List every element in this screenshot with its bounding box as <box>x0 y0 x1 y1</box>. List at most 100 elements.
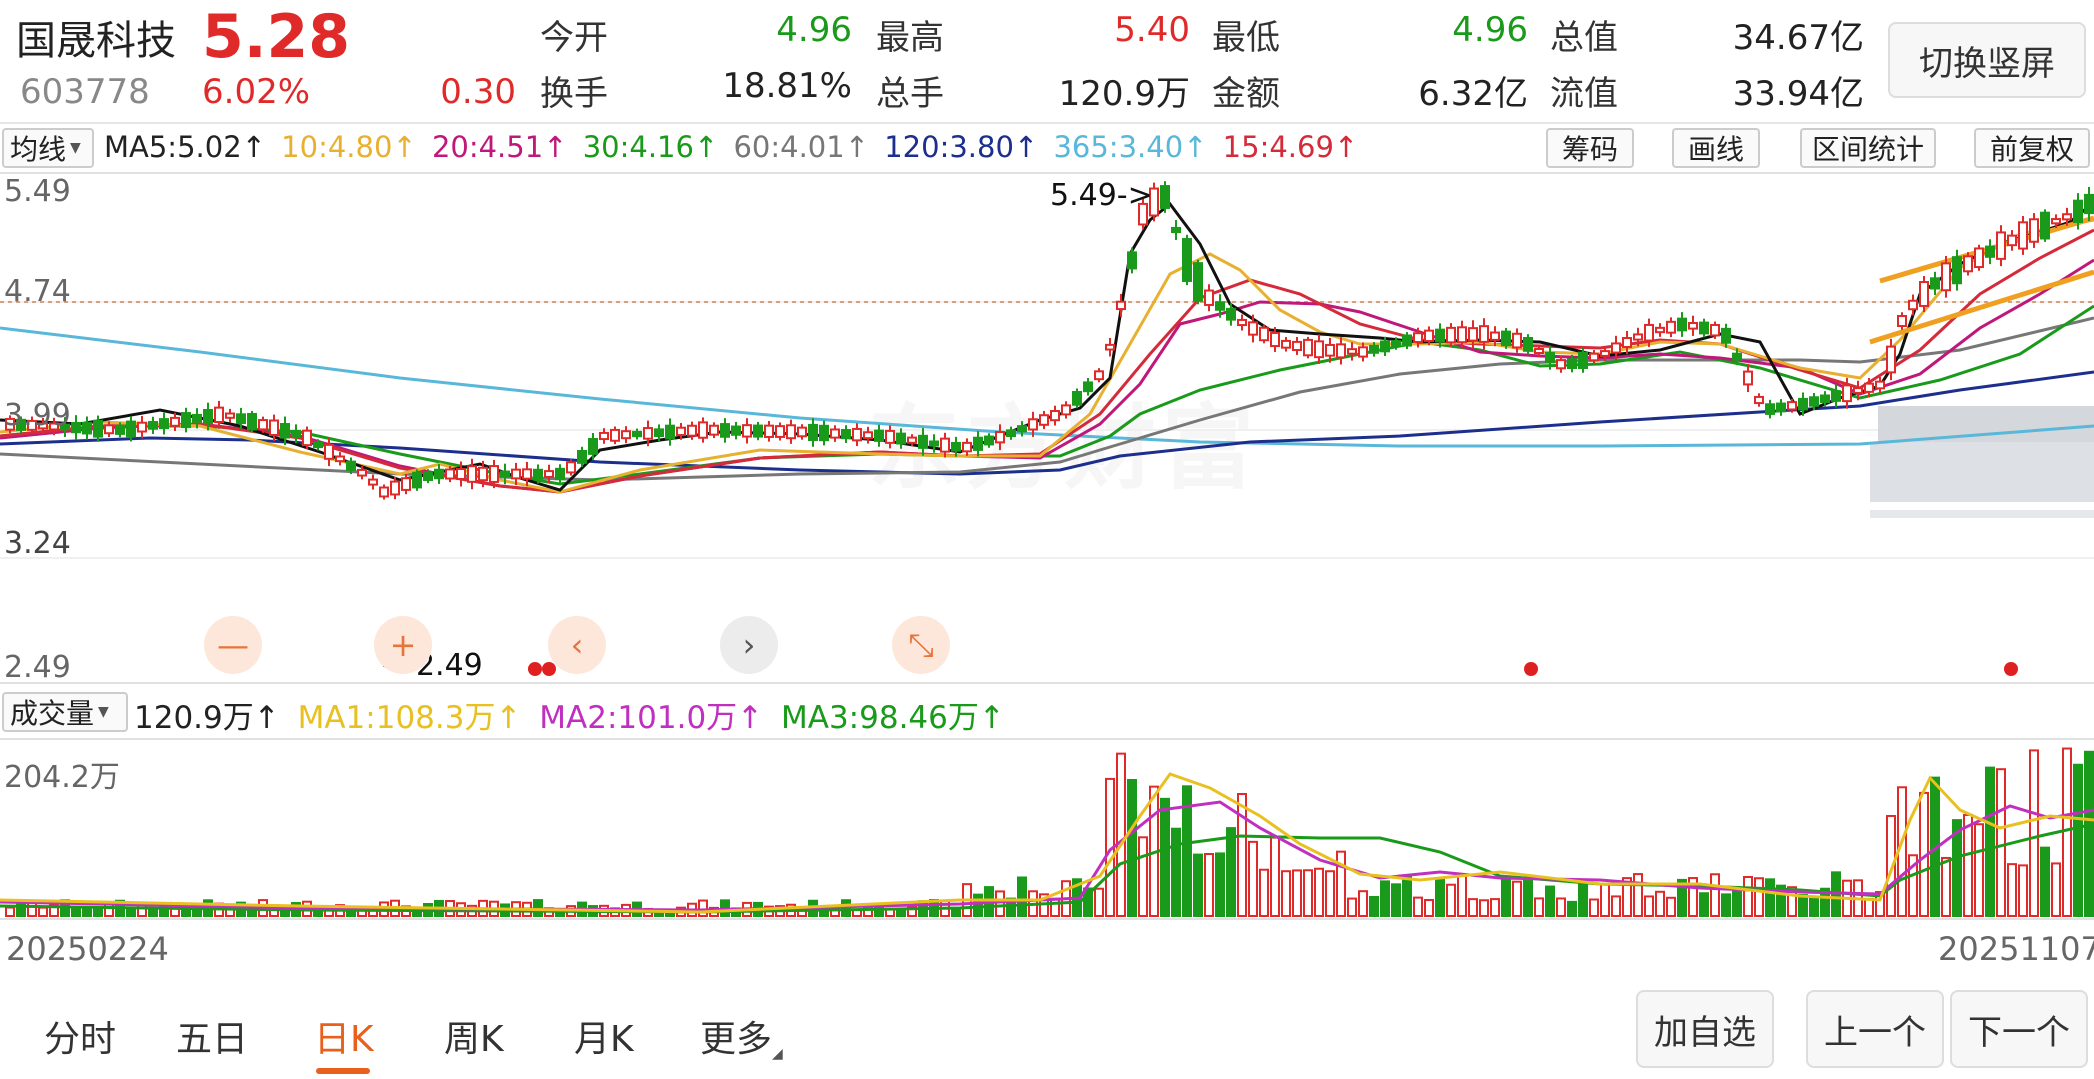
candle-body <box>1347 348 1357 355</box>
candle-body <box>1336 343 1346 359</box>
candle-body <box>1193 262 1203 302</box>
volume-bar <box>1237 792 1247 917</box>
candle-body <box>1226 307 1236 321</box>
tab-daily-k[interactable]: 日K <box>314 1019 374 1060</box>
candle-body <box>379 486 389 498</box>
candle-body <box>302 429 312 447</box>
candle-body <box>1259 326 1269 342</box>
candle-body <box>60 423 70 431</box>
chevron-left-icon: ‹ <box>570 626 584 664</box>
candle-body <box>1204 289 1214 306</box>
ma-value-365: 365:3.40↑ <box>1053 130 1208 164</box>
candle-body <box>148 421 158 430</box>
candle-body <box>1358 346 1368 358</box>
candle-body <box>1985 245 1995 258</box>
volume-bar <box>1226 827 1236 917</box>
volume-bar <box>2062 747 2072 917</box>
volume-bar <box>1985 766 1995 918</box>
collapse-button[interactable]: ⤡ <box>892 616 950 674</box>
volume-bar <box>1798 893 1808 917</box>
candle-body <box>907 436 917 444</box>
float-cap-value: 33.94亿 <box>1732 74 1864 114</box>
pan-left-button[interactable]: ‹ <box>548 616 606 674</box>
add-watchlist-button[interactable]: 加自选 <box>1636 990 1774 1068</box>
candle-body <box>1457 326 1467 344</box>
candle-body <box>1633 333 1643 341</box>
switch-portrait-button[interactable]: 切换竖屏 <box>1888 22 2086 98</box>
candle-body <box>1215 301 1225 311</box>
volume-ma-values: 120.9万↑ MA1:108.3万↑ MA2:101.0万↑ MA3:98.4… <box>134 692 1013 737</box>
ma-value-60: 60:4.01↑ <box>733 130 870 164</box>
candle-body <box>808 423 818 441</box>
amount-value: 6.32亿 <box>1418 74 1528 114</box>
event-marker[interactable] <box>542 662 556 676</box>
event-marker[interactable] <box>2004 662 2018 676</box>
ma30-line <box>0 304 2094 486</box>
volume-max-label: 204.2万 <box>4 760 120 795</box>
draw-line-button[interactable]: 画线 <box>1672 128 1760 168</box>
candle-body <box>533 468 543 480</box>
event-marker[interactable] <box>528 662 542 676</box>
candle-body <box>1369 344 1379 354</box>
candle-body <box>1116 300 1126 311</box>
tab-intraday[interactable]: 分时 <box>44 1019 117 1060</box>
volume-bar <box>1567 900 1577 917</box>
indicator-select[interactable]: 均线 ▼ <box>2 128 94 168</box>
volume-bar <box>1182 785 1192 917</box>
volume-bar <box>1688 877 1698 918</box>
candle-body <box>93 419 103 438</box>
candle-body <box>2051 218 2061 225</box>
volume-bar <box>1710 873 1720 917</box>
candle-body <box>1787 401 1797 411</box>
zoom-in-button[interactable]: + <box>374 616 432 674</box>
volume-ma2: MA2:101.0万↑ <box>539 700 764 736</box>
range-stats-button[interactable]: 区间统计 <box>1800 128 1936 168</box>
volume-bar <box>1732 886 1742 918</box>
volume-bar <box>1611 895 1621 918</box>
volume-bar <box>698 899 708 917</box>
volume-indicator-select[interactable]: 成交量 ▼ <box>2 692 128 732</box>
chips-button[interactable]: 筹码 <box>1546 128 1634 168</box>
candle-body <box>1413 332 1423 344</box>
next-stock-button[interactable]: 下一个 <box>1950 990 2088 1068</box>
candle-body <box>16 418 26 431</box>
candle-body <box>1182 238 1192 282</box>
event-marker[interactable] <box>1524 662 1538 676</box>
tab-monthly-k[interactable]: 月K <box>574 1019 634 1060</box>
volume-bar <box>1270 836 1280 917</box>
candle-body <box>951 441 961 452</box>
volume-bar <box>1512 880 1522 917</box>
market-cap-label: 总值 <box>1550 18 1618 58</box>
pan-right-button[interactable]: › <box>720 616 778 674</box>
ma-value-15: 15:4.69↑ <box>1222 130 1359 164</box>
volume-bar <box>2051 862 2061 917</box>
candle-body <box>1611 342 1621 354</box>
low-label: 最低 <box>1212 18 1280 58</box>
tab-five-day[interactable]: 五日 <box>176 1019 249 1060</box>
candle-body <box>467 465 477 483</box>
volume-bar <box>27 901 37 917</box>
tab-weekly-k[interactable]: 周K <box>444 1019 504 1060</box>
volume-bar <box>1248 840 1258 917</box>
adjust-mode-button[interactable]: 前复权 <box>1974 128 2090 168</box>
candle-body <box>610 428 620 442</box>
volume-bar <box>1996 768 2006 918</box>
previous-stock-button[interactable]: 上一个 <box>1806 990 1944 1068</box>
candle-body <box>104 424 114 435</box>
volume-bar <box>1193 853 1203 917</box>
volume-bar <box>1578 881 1588 917</box>
candle-body <box>1798 397 1808 411</box>
candle-body <box>489 465 499 483</box>
trend-line-lower <box>1869 269 2094 345</box>
volume-bar <box>1699 892 1709 918</box>
kline-chart[interactable]: 东方财富 5.49 4.74 3.99 3.24 2.49 5.49-> <-2… <box>0 172 2094 685</box>
candle-body <box>830 428 840 439</box>
zoom-out-button[interactable]: — <box>204 616 262 674</box>
candle-body <box>1842 384 1852 403</box>
candle-body <box>1281 339 1291 349</box>
candlesticks <box>5 181 2094 500</box>
volume-chart[interactable]: 204.2万 <box>0 738 2094 920</box>
tab-more[interactable]: 更多◢ <box>700 1010 783 1062</box>
volume-bar <box>148 908 158 918</box>
volume-bar <box>1204 853 1214 918</box>
